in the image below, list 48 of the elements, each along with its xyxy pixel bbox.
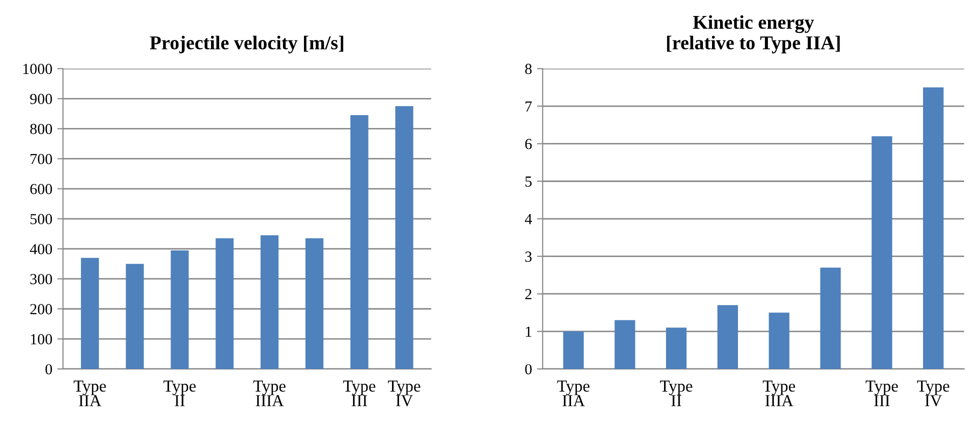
x-tick-label: Type IIA: [557, 380, 590, 406]
bar: [80, 258, 99, 369]
y-tick-label: 200: [30, 304, 52, 314]
bar: [260, 235, 279, 369]
y-tick-label: 8: [525, 64, 532, 74]
x-tick-label: Type IIIA: [253, 380, 286, 406]
bar: [666, 328, 687, 369]
y-tick-label: 500: [30, 214, 52, 224]
y-tick-label: 2: [525, 289, 532, 300]
x-tick-label: Type III: [343, 380, 376, 406]
y-tick-label: 1: [526, 326, 532, 337]
y-tick-label: 800: [30, 124, 52, 134]
bar: [820, 268, 841, 369]
chart-title: Projectile velocity [m/s]: [150, 36, 344, 54]
y-tick-label: 600: [30, 184, 52, 194]
bar: [305, 238, 324, 369]
x-tick-label: Type IIA: [74, 380, 106, 406]
bar: [923, 87, 944, 369]
chart-title: Kinetic energy [relative to Type IIA]: [667, 15, 840, 54]
y-tick-label: 0: [46, 364, 52, 374]
y-tick-label: 6: [525, 138, 532, 150]
bar: [717, 305, 738, 369]
bar: [768, 312, 790, 369]
bar: [563, 331, 584, 369]
x-tick-label: Type IIIA: [762, 380, 796, 406]
y-tick-label: 900: [30, 94, 52, 104]
bar: [216, 238, 234, 369]
y-tick-label: 400: [30, 244, 52, 254]
bar: [614, 320, 636, 369]
x-tick-label: Type II: [164, 380, 196, 406]
y-tick-label: 700: [30, 154, 52, 164]
x-tick-label: Type II: [660, 380, 692, 406]
bar: [395, 106, 414, 369]
y-tick-label: 1000: [23, 64, 52, 74]
bar: [350, 115, 368, 369]
y-tick-label: 4: [524, 214, 532, 224]
y-tick-label: 300: [30, 274, 52, 284]
y-tick-label: 7: [526, 101, 532, 112]
bar: [872, 136, 892, 369]
y-tick-label: 0: [525, 364, 532, 374]
y-tick-label: 3: [525, 252, 532, 262]
bar: [126, 264, 144, 369]
y-tick-label: 5: [525, 176, 532, 187]
y-tick-label: 100: [30, 334, 52, 344]
x-tick-label: Type III: [866, 380, 898, 406]
x-tick-label: Type IV: [917, 380, 950, 406]
bar: [170, 250, 189, 369]
x-tick-label: Type IV: [388, 380, 420, 406]
